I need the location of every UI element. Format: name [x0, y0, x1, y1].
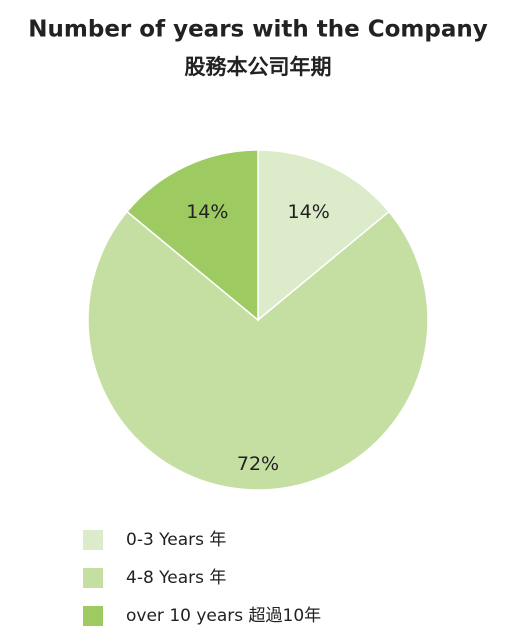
pie-slice	[87, 210, 429, 491]
legend-label: 4-8 Years 年	[126, 568, 226, 588]
chart-subtitle: 股務本公司年期	[185, 55, 332, 79]
data-label: 72%	[237, 453, 279, 475]
legend-swatch	[83, 606, 103, 626]
pie-slice	[257, 149, 391, 322]
legend-swatch	[83, 568, 103, 588]
legend-label: 0-3 Years 年	[126, 530, 226, 550]
pie-slice	[125, 149, 259, 322]
legend-swatch	[83, 530, 103, 550]
data-label: 14%	[288, 201, 330, 223]
data-label: 14%	[186, 201, 228, 223]
chart-title: Number of years with the Company	[28, 17, 487, 43]
legend-label: over 10 years 超過10年	[126, 606, 321, 626]
